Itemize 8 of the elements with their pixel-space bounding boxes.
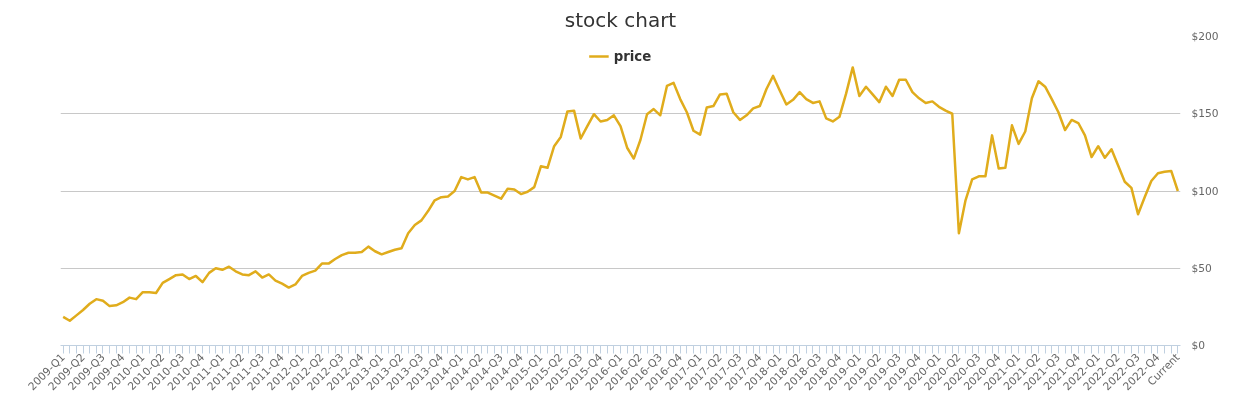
line-series — [61, 66, 1180, 323]
y-tick-label: $100 — [1191, 184, 1219, 198]
y-tick-label: $200 — [1191, 30, 1219, 43]
y-tick-label: $0 — [1191, 339, 1206, 352]
y-tick-label: $50 — [1191, 261, 1213, 275]
y-tick-label: $150 — [1191, 107, 1219, 121]
chart-title: stock chart — [564, 7, 677, 32]
legend-label: price — [613, 48, 652, 64]
